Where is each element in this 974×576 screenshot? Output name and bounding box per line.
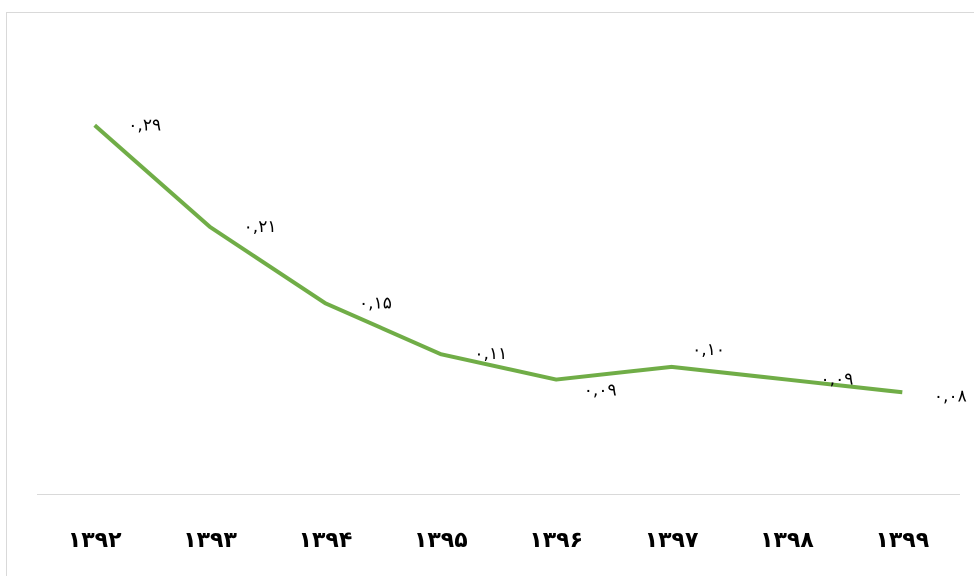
data-label: ۰,۲۱ — [244, 217, 277, 237]
line — [93, 123, 903, 395]
x-tick-label: ۱۳۹۵ — [414, 528, 468, 553]
chart-frame — [6, 12, 974, 576]
data-label: ۰,۰۹ — [584, 381, 617, 401]
data-label: ۰,۲۹ — [128, 115, 161, 135]
x-tick-label: ۱۳۹۴ — [299, 528, 353, 553]
data-label: ۰,۱۱ — [474, 344, 507, 364]
data-label: ۰,۰۹ — [821, 370, 854, 390]
x-tick-label: ۱۳۹۹ — [875, 528, 929, 553]
x-tick-label: ۱۳۹۶ — [529, 528, 583, 553]
data-label: ۰,۱۵ — [359, 293, 392, 313]
x-tick-label: ۱۳۹۸ — [760, 528, 814, 553]
x-tick-label: ۱۳۹۲ — [68, 528, 122, 553]
data-label: ۰,۰۸ — [934, 386, 967, 406]
x-tick-label: ۱۳۹۳ — [183, 528, 237, 553]
x-tick-label: ۱۳۹۷ — [645, 528, 699, 553]
data-label: ۰,۱۰ — [692, 340, 725, 360]
